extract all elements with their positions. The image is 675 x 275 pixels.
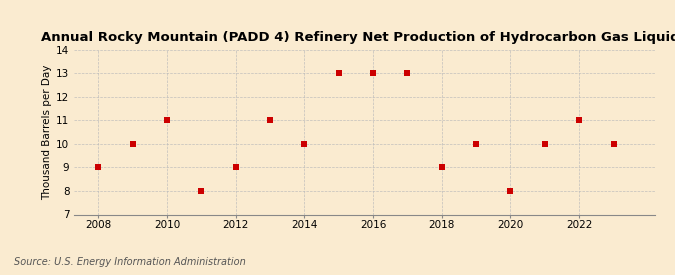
Point xyxy=(505,189,516,193)
Title: Annual Rocky Mountain (PADD 4) Refinery Net Production of Hydrocarbon Gas Liquid: Annual Rocky Mountain (PADD 4) Refinery … xyxy=(41,31,675,44)
Point xyxy=(196,189,207,193)
Point xyxy=(161,118,172,122)
Y-axis label: Thousand Barrels per Day: Thousand Barrels per Day xyxy=(42,64,52,200)
Point xyxy=(333,71,344,75)
Point xyxy=(93,165,104,170)
Point xyxy=(230,165,241,170)
Point xyxy=(539,142,550,146)
Point xyxy=(608,142,619,146)
Point xyxy=(470,142,481,146)
Text: Source: U.S. Energy Information Administration: Source: U.S. Energy Information Administ… xyxy=(14,257,245,267)
Point xyxy=(265,118,275,122)
Point xyxy=(574,118,585,122)
Point xyxy=(368,71,379,75)
Point xyxy=(299,142,310,146)
Point xyxy=(436,165,447,170)
Point xyxy=(402,71,413,75)
Point xyxy=(128,142,138,146)
